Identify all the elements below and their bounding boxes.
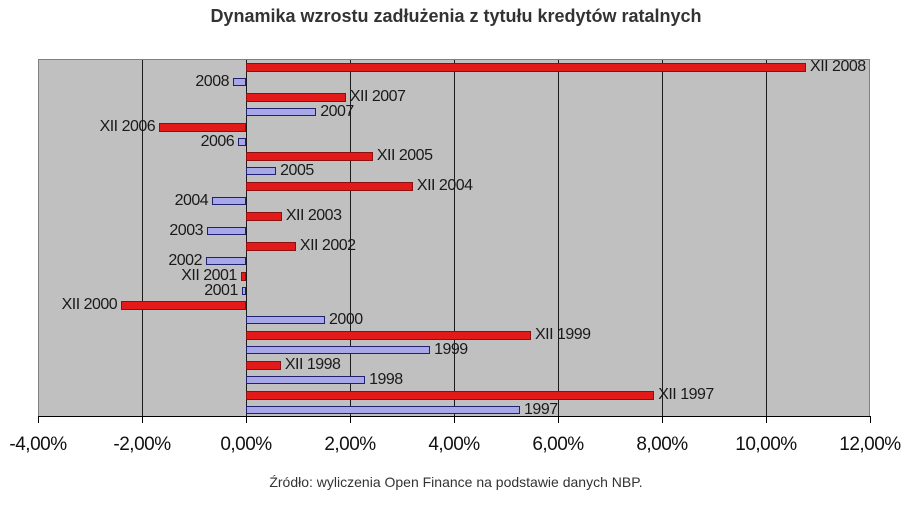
x-tick xyxy=(766,416,767,423)
bar-annual xyxy=(246,316,326,325)
bar-annual xyxy=(238,137,246,146)
bar-label: 2002 xyxy=(168,251,202,269)
bar-annual xyxy=(207,226,246,235)
gridline xyxy=(454,60,455,416)
bar-december xyxy=(246,241,296,251)
bar-label: XII 2004 xyxy=(416,177,473,195)
x-tick xyxy=(870,416,871,423)
bar-label: XII 2006 xyxy=(99,117,156,135)
bar-december xyxy=(240,271,246,281)
gridline xyxy=(662,60,663,416)
x-tick xyxy=(558,416,559,423)
bar-label: 2000 xyxy=(329,311,363,329)
bar-december xyxy=(246,92,346,102)
bar-annual xyxy=(233,77,246,86)
x-tick-label: 4,00% xyxy=(428,434,480,455)
bar-label: 2006 xyxy=(200,132,235,150)
x-tick-label: 2,00% xyxy=(324,434,376,455)
bar-december xyxy=(159,122,246,132)
x-tick-label: 0,00% xyxy=(220,434,272,455)
x-tick xyxy=(142,416,143,423)
x-tick xyxy=(350,416,351,423)
x-tick-label: 12,00% xyxy=(839,434,901,455)
x-tick-label: 6,00% xyxy=(532,434,584,455)
bar-annual xyxy=(246,346,431,355)
bar-annual xyxy=(212,197,246,206)
bar-label: 1997 xyxy=(524,400,558,418)
bar-label: XII 2008 xyxy=(810,58,866,75)
gridline xyxy=(766,60,767,416)
bar-annual xyxy=(241,286,246,295)
bar-label: 2004 xyxy=(174,192,209,210)
x-tick-label: 10,00% xyxy=(735,434,797,455)
x-tick-label: 8,00% xyxy=(636,434,688,455)
x-tick-label: -2,00% xyxy=(113,434,171,455)
bar-label: XII 2007 xyxy=(349,87,406,105)
bar-label: XII 2000 xyxy=(61,296,118,314)
bar-label: XII 1997 xyxy=(658,385,714,403)
plot-area xyxy=(38,59,870,416)
bar-december xyxy=(246,331,531,341)
bar-december xyxy=(246,152,373,162)
gridline xyxy=(142,60,143,416)
bar-annual xyxy=(205,256,246,265)
bar-annual xyxy=(246,167,277,176)
bar-december xyxy=(246,212,282,221)
bar-december xyxy=(246,390,655,400)
bar-label: 1998 xyxy=(369,370,403,388)
bar-annual xyxy=(246,375,366,384)
gridline xyxy=(246,60,247,416)
gridline xyxy=(350,60,351,416)
bar-label: XII 1998 xyxy=(284,356,341,373)
bar-label: XII 2001 xyxy=(181,266,237,284)
gridline xyxy=(558,60,559,416)
bar-december xyxy=(121,301,246,311)
x-tick xyxy=(454,416,455,423)
x-tick xyxy=(246,416,247,423)
x-tick xyxy=(38,416,39,423)
bar-label: XII 1999 xyxy=(534,326,591,344)
bar-annual xyxy=(246,405,521,414)
bar-label: 1999 xyxy=(434,341,468,359)
bar-december xyxy=(246,63,807,72)
bar-label: XII 2003 xyxy=(285,207,342,224)
bar-december xyxy=(246,182,413,192)
source-note: Źródło: wyliczenia Open Finance na podst… xyxy=(269,474,643,490)
x-tick xyxy=(662,416,663,423)
chart-title: Dynamika wzrostu zadłużenia z tytułu kre… xyxy=(210,6,702,26)
bar-label: 2007 xyxy=(320,102,354,120)
bar-label: XII 2002 xyxy=(299,236,356,254)
bar-annual xyxy=(246,107,317,116)
bar-label: 2001 xyxy=(204,281,238,299)
x-tick-label: -4,00% xyxy=(9,434,67,455)
bar-label: 2005 xyxy=(280,162,314,180)
bar-label: XII 2005 xyxy=(376,147,433,165)
bar-december xyxy=(246,361,281,370)
bar-label: 2003 xyxy=(169,221,203,239)
bar-label: 2008 xyxy=(195,72,229,90)
